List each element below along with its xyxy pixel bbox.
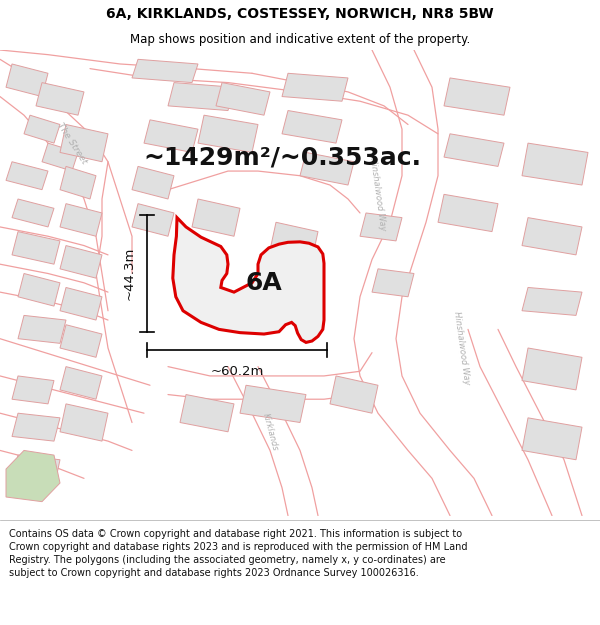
Text: Contains OS data © Crown copyright and database right 2021. This information is : Contains OS data © Crown copyright and d… bbox=[9, 529, 467, 578]
Polygon shape bbox=[198, 115, 258, 152]
Polygon shape bbox=[270, 222, 318, 259]
Text: 6A, KIRKLANDS, COSTESSEY, NORWICH, NR8 5BW: 6A, KIRKLANDS, COSTESSEY, NORWICH, NR8 5… bbox=[106, 7, 494, 21]
Polygon shape bbox=[282, 73, 348, 101]
Text: The Street: The Street bbox=[55, 121, 89, 166]
Polygon shape bbox=[438, 194, 498, 232]
Polygon shape bbox=[522, 348, 582, 390]
Polygon shape bbox=[60, 204, 102, 236]
Polygon shape bbox=[168, 82, 234, 111]
Text: 6A: 6A bbox=[245, 271, 283, 295]
Polygon shape bbox=[60, 288, 102, 320]
Polygon shape bbox=[12, 376, 54, 404]
Polygon shape bbox=[360, 213, 402, 241]
Polygon shape bbox=[12, 199, 54, 227]
Polygon shape bbox=[372, 269, 414, 297]
Polygon shape bbox=[522, 217, 582, 255]
Polygon shape bbox=[60, 367, 102, 399]
Polygon shape bbox=[240, 385, 306, 423]
Text: Hinshalwood Way: Hinshalwood Way bbox=[368, 157, 388, 232]
Polygon shape bbox=[330, 376, 378, 413]
Text: ~44.3m: ~44.3m bbox=[122, 247, 136, 300]
Polygon shape bbox=[132, 59, 198, 82]
Polygon shape bbox=[6, 451, 60, 502]
Polygon shape bbox=[522, 418, 582, 460]
Polygon shape bbox=[282, 111, 342, 143]
Polygon shape bbox=[24, 115, 60, 143]
Polygon shape bbox=[60, 124, 108, 162]
Text: Kirklands: Kirklands bbox=[260, 412, 280, 452]
Polygon shape bbox=[300, 152, 354, 185]
Polygon shape bbox=[60, 325, 102, 357]
Polygon shape bbox=[522, 143, 588, 185]
Polygon shape bbox=[60, 246, 102, 278]
Polygon shape bbox=[192, 199, 240, 236]
Text: Hinshalwood Way: Hinshalwood Way bbox=[452, 311, 472, 385]
Text: ~60.2m: ~60.2m bbox=[211, 365, 263, 378]
Polygon shape bbox=[444, 78, 510, 115]
Polygon shape bbox=[60, 404, 108, 441]
Polygon shape bbox=[180, 394, 234, 432]
Polygon shape bbox=[36, 82, 84, 115]
Polygon shape bbox=[18, 316, 66, 343]
Polygon shape bbox=[132, 204, 174, 236]
Text: ~1429m²/~0.353ac.: ~1429m²/~0.353ac. bbox=[143, 145, 421, 169]
Polygon shape bbox=[60, 166, 96, 199]
Polygon shape bbox=[12, 413, 60, 441]
Polygon shape bbox=[132, 166, 174, 199]
Polygon shape bbox=[522, 288, 582, 316]
Polygon shape bbox=[18, 274, 60, 306]
Text: Map shows position and indicative extent of the property.: Map shows position and indicative extent… bbox=[130, 32, 470, 46]
Polygon shape bbox=[42, 143, 78, 171]
Polygon shape bbox=[6, 64, 48, 96]
Polygon shape bbox=[12, 232, 60, 264]
Polygon shape bbox=[12, 455, 60, 488]
Polygon shape bbox=[144, 120, 198, 152]
Polygon shape bbox=[216, 82, 270, 115]
Polygon shape bbox=[173, 217, 324, 342]
Polygon shape bbox=[444, 134, 504, 166]
Polygon shape bbox=[6, 162, 48, 190]
